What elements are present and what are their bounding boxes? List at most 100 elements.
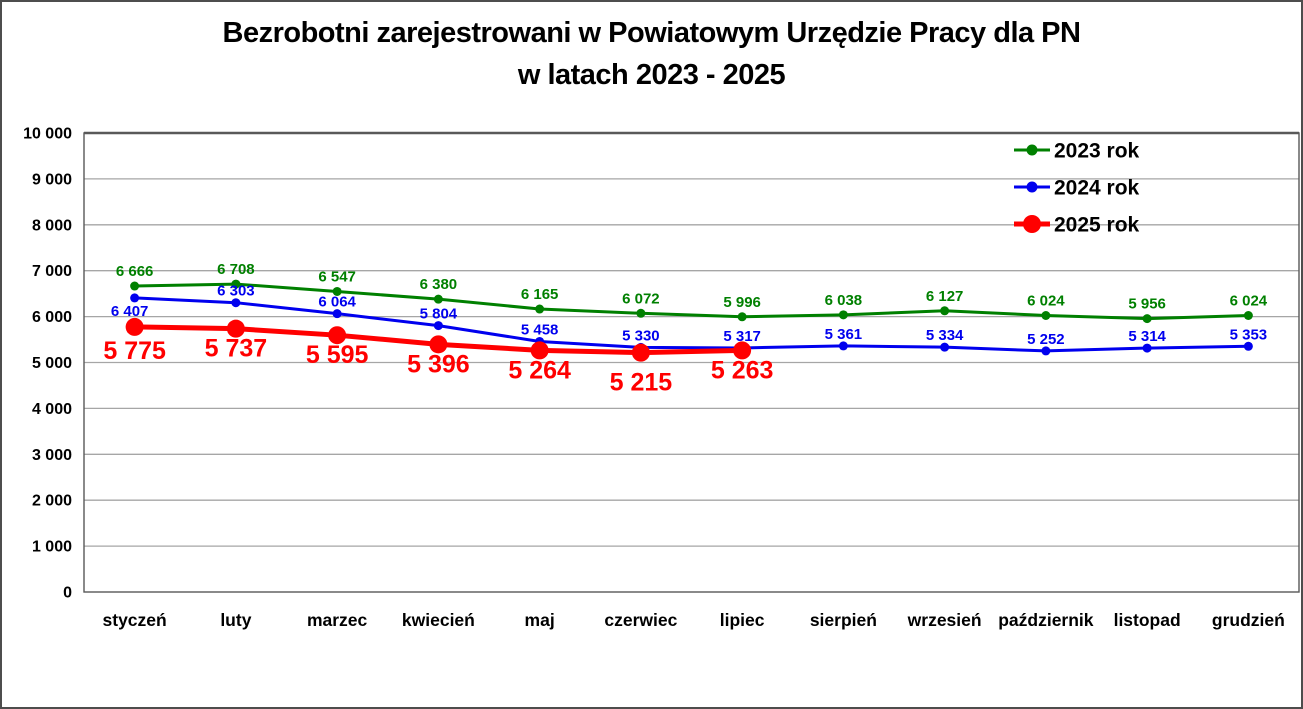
- legend-marker: [1026, 144, 1038, 156]
- data-point: [1142, 343, 1152, 353]
- data-point: [332, 309, 342, 319]
- data-point: [940, 342, 950, 352]
- data-label: 6 064: [318, 294, 356, 311]
- data-label: 6 024: [1230, 292, 1268, 309]
- y-axis-label: 4 000: [32, 401, 72, 418]
- data-label: 5 353: [1230, 326, 1268, 343]
- series-line: [134, 296, 1249, 353]
- data-point: [231, 279, 241, 289]
- y-axis-label: 9 000: [32, 171, 72, 188]
- x-axis-label: marzec: [307, 610, 368, 630]
- y-axis-label: 7 000: [32, 263, 72, 280]
- data-label: 6 407: [111, 303, 149, 320]
- data-label: 6 303: [217, 283, 255, 300]
- data-point: [838, 310, 848, 320]
- data-label: 6 038: [825, 292, 863, 309]
- data-point: [332, 286, 342, 296]
- legend-item-2024-rok: 2024 rok: [1014, 177, 1140, 200]
- x-axis-label: luty: [220, 610, 251, 630]
- data-label: 6 165: [521, 286, 559, 303]
- series-2023-rok: 6 666 6 708 6 547 6 380 6 165 6 072 5 996 6 038…: [116, 261, 1268, 324]
- x-axis-label: październik: [998, 610, 1094, 630]
- legend-item-2025-rok: 2025 rok: [1014, 214, 1140, 237]
- data-label: 6 024: [1027, 292, 1065, 309]
- x-axis-label: grudzień: [1212, 610, 1285, 630]
- data-label: 5 334: [926, 327, 964, 344]
- x-axis-label: kwiecień: [402, 610, 475, 630]
- data-label: 6 708: [217, 261, 255, 278]
- data-label: 5 595: [306, 341, 369, 369]
- data-point: [429, 335, 448, 354]
- legend-label: 2024 rok: [1054, 177, 1140, 200]
- data-point: [838, 341, 848, 351]
- data-point: [1142, 314, 1152, 324]
- data-label: 5 317: [723, 328, 761, 345]
- x-axis-label: maj: [525, 610, 555, 630]
- data-label: 6 072: [622, 290, 660, 307]
- data-point: [733, 341, 752, 360]
- y-axis-label: 8 000: [32, 217, 72, 234]
- chart-title-line2: w latach 2023 - 2025: [517, 59, 786, 91]
- data-label: 5 264: [508, 356, 571, 384]
- chart-title: Bezrobotni zarejestrowani w Powiatowym U…: [2, 12, 1301, 96]
- data-label: 5 996: [723, 294, 761, 311]
- data-point: [328, 326, 347, 345]
- data-label: 5 956: [1128, 296, 1166, 313]
- x-axis-label: czerwiec: [604, 610, 677, 630]
- data-point: [433, 321, 443, 331]
- x-axis-label: lipiec: [720, 610, 765, 630]
- data-point: [130, 293, 140, 303]
- y-axis-label: 2 000: [32, 493, 72, 510]
- data-point: [1243, 341, 1253, 351]
- x-axis-label: listopad: [1114, 610, 1181, 630]
- data-label: 6 547: [318, 268, 356, 285]
- y-axis-label: 0: [63, 585, 72, 602]
- x-axis-label: styczeń: [103, 610, 167, 630]
- data-point: [737, 312, 747, 322]
- x-axis-label: sierpień: [810, 610, 877, 630]
- data-label: 5 215: [610, 369, 673, 397]
- data-label: 6 666: [116, 263, 154, 280]
- data-point: [530, 341, 549, 360]
- y-axis-label: 3 000: [32, 447, 72, 464]
- data-point: [1243, 310, 1253, 320]
- data-label: 5 361: [825, 326, 863, 343]
- series-2024-rok: 6 407 6 303 6 064 5 804 5 458 5 330 5 317 5 361…: [111, 283, 1267, 356]
- legend-marker: [1023, 215, 1041, 233]
- legend-label: 2025 rok: [1054, 214, 1140, 237]
- data-label: 6 380: [420, 276, 458, 293]
- data-point: [231, 298, 241, 308]
- series-line: [134, 282, 1249, 321]
- legend-marker: [1026, 181, 1038, 193]
- data-label: 5 737: [205, 335, 268, 363]
- data-point: [125, 317, 144, 336]
- y-axis-label: 1 000: [32, 539, 72, 556]
- data-point: [1041, 310, 1051, 320]
- data-point: [1041, 346, 1051, 356]
- chart-title-line1: Bezrobotni zarejestrowani w Powiatowym U…: [222, 17, 1081, 49]
- data-label: 5 330: [622, 327, 660, 344]
- data-point: [226, 319, 245, 338]
- legend-label: 2023 rok: [1054, 140, 1140, 163]
- data-point: [631, 343, 650, 362]
- data-label: 5 458: [521, 321, 559, 338]
- y-axis-label: 10 000: [23, 126, 72, 143]
- data-point: [636, 308, 646, 318]
- data-label: 5 396: [407, 350, 470, 378]
- data-label: 5 252: [1027, 331, 1065, 348]
- legend-item-2023-rok: 2023 rok: [1014, 140, 1140, 163]
- data-label: 5 314: [1128, 328, 1166, 345]
- data-label: 6 127: [926, 288, 964, 305]
- data-label: 5 804: [420, 306, 458, 323]
- data-point: [433, 294, 443, 304]
- data-point: [535, 304, 545, 314]
- data-label: 5 263: [711, 356, 774, 384]
- y-axis-label: 5 000: [32, 355, 72, 372]
- data-point: [940, 306, 950, 316]
- data-label: 5 775: [103, 337, 166, 365]
- data-point: [130, 281, 140, 291]
- y-axis-label: 6 000: [32, 309, 72, 326]
- series-2025-rok: 5 775 5 737 5 595 5 396 5 264 5 215 5 263: [103, 317, 774, 397]
